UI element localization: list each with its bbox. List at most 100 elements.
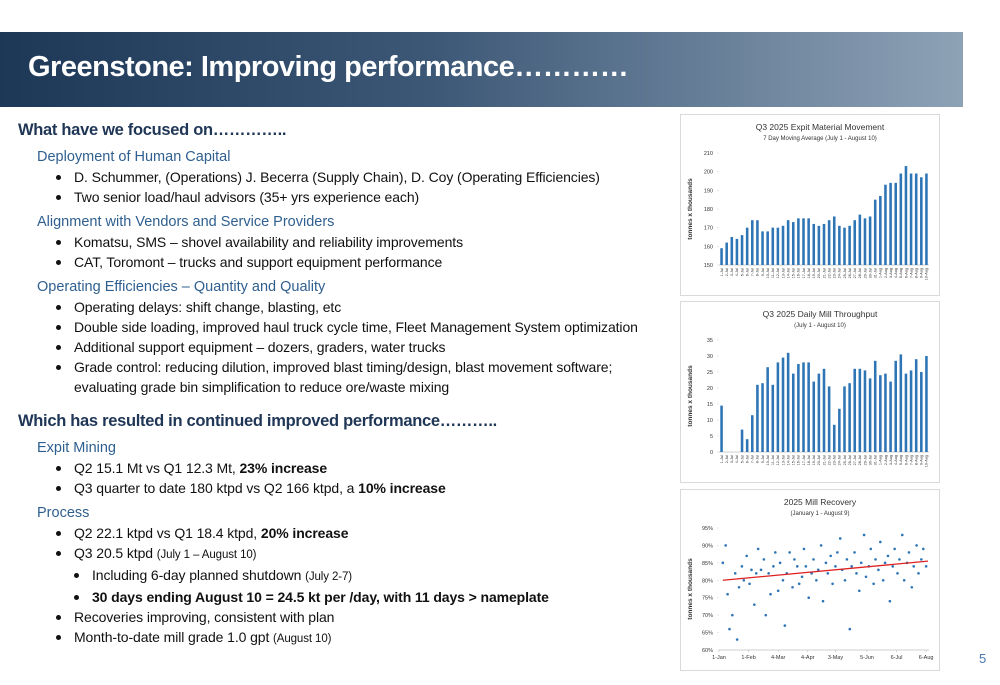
bar — [817, 373, 821, 452]
x-tick-label: 10-Aug — [925, 455, 929, 467]
bullet-dot — [56, 486, 61, 491]
scatter-point — [756, 547, 760, 551]
bullet-item: D. Schummer, (Operations) J. Becerra (Su… — [56, 167, 649, 187]
x-tick-label: 1-Jul — [720, 268, 724, 276]
chart-subtitle: 7 Day Moving Average (July 1 - August 10… — [763, 136, 877, 142]
bar — [838, 408, 841, 452]
y-tick-label: 210 — [704, 151, 713, 157]
bar — [914, 359, 918, 452]
bar — [797, 218, 800, 265]
x-tick-label: 3-Jul — [730, 455, 734, 463]
scatter-point — [764, 613, 768, 617]
x-tick-label: 11-Jul — [771, 455, 775, 465]
x-tick-label: 10-Jul — [766, 455, 770, 465]
scatter-point — [788, 551, 791, 554]
bar — [827, 386, 831, 452]
scatter-point — [735, 638, 739, 641]
scatter-point — [886, 554, 890, 558]
bar — [879, 195, 882, 265]
x-tick-label: 16-Jul — [797, 268, 801, 278]
x-tick-label: 30-Jul — [868, 268, 872, 278]
bar — [827, 220, 831, 265]
bar — [843, 227, 846, 265]
scatter-point — [831, 582, 834, 586]
scatter-point — [824, 561, 828, 565]
bullet-dot — [74, 595, 79, 600]
bar — [807, 218, 810, 265]
bar — [858, 214, 862, 265]
bullet-dot — [56, 240, 61, 245]
x-tick-label: 4-Apr — [801, 655, 815, 661]
bar — [853, 220, 857, 265]
bullet-item: Q2 22.1 ktpd vs Q1 18.4 ktpd, 20% increa… — [56, 523, 649, 543]
bar — [909, 173, 913, 265]
bar — [920, 372, 923, 452]
trendline — [722, 560, 929, 581]
scatter-point — [783, 624, 787, 627]
bar — [756, 220, 759, 265]
bullet-item: Month-to-date mill grade 1.0 gpt (August… — [56, 627, 649, 649]
y-axis-label: tonnes x thousands — [687, 558, 694, 620]
text-run: Q2 22.1 ktpd vs Q1 18.4 ktpd, — [74, 525, 261, 541]
x-tick-label: 5-Jun — [860, 655, 874, 661]
bar — [781, 357, 785, 452]
bar — [786, 220, 790, 265]
scatter-point — [800, 575, 804, 579]
x-tick-label: 19-Jul — [812, 268, 816, 278]
x-tick-label: 6-Aug — [919, 655, 934, 661]
x-tick-label: 31-Jul — [874, 455, 878, 465]
x-tick-label: 9-Aug — [920, 268, 924, 278]
bar — [751, 415, 754, 452]
section: What have we focused on………….. Deployment … — [18, 118, 658, 397]
scatter-point — [774, 551, 777, 554]
scatter-point — [733, 572, 737, 575]
bar — [740, 429, 744, 452]
x-tick-label: 5-Aug — [899, 268, 903, 278]
bar — [776, 227, 780, 265]
x-tick-label: 17-Jul — [802, 455, 806, 465]
bar — [751, 220, 754, 265]
x-tick-label: 28-Jul — [858, 455, 862, 465]
bullet-item: Q3 20.5 ktpd (July 1 – August 10) — [56, 543, 649, 565]
scatter-point — [838, 537, 842, 540]
slide-title: Greenstone: Improving performance………… — [28, 51, 629, 83]
bar — [730, 237, 734, 265]
bar — [791, 222, 795, 265]
text-run: 30 days ending August 10 = 24.5 kt per /… — [92, 589, 549, 605]
bar — [873, 360, 877, 452]
bar — [771, 384, 775, 452]
x-tick-label: 28-Jul — [858, 268, 862, 278]
x-tick-label: 20-Jul — [817, 455, 821, 465]
x-tick-label: 11-Jul — [771, 268, 775, 278]
bullet-item: Double side loading, improved haul truck… — [56, 317, 649, 337]
text-content: What have we focused on………….. Deployment … — [18, 118, 658, 649]
scatter-point — [877, 568, 880, 572]
scatter-point — [921, 547, 925, 551]
scatter-point — [778, 561, 782, 565]
bar — [925, 173, 928, 265]
bullet-dot — [56, 325, 61, 330]
scatter-point — [737, 585, 741, 589]
x-tick-label: 29-Jul — [863, 268, 867, 278]
x-tick-label: 5-Jul — [740, 268, 744, 276]
x-tick-label: 2-Jul — [725, 268, 729, 276]
bullet-item: Q2 15.1 Mt vs Q1 12.3 Mt, 23% increase — [56, 458, 649, 478]
scatter-point — [888, 599, 892, 603]
bullet-item: Operating delays: shift change, blasting… — [56, 297, 649, 317]
text-run: Q3 20.5 ktpd — [74, 545, 157, 561]
x-tick-label: 15-Jul — [792, 268, 796, 278]
scatter-point — [795, 565, 799, 568]
scatter-point — [893, 547, 896, 551]
bar — [817, 225, 821, 265]
y-tick-label: 95% — [702, 526, 713, 532]
bar — [786, 352, 790, 452]
x-tick-label: 9-Aug — [920, 455, 924, 465]
y-tick-label: 190 — [704, 188, 713, 194]
scatter-point — [879, 540, 882, 544]
chart-title: Q3 2025 Daily Mill Throughput — [763, 309, 878, 319]
y-tick-label: 170 — [704, 226, 713, 232]
bar — [791, 373, 795, 452]
x-tick-label: 25-Jul — [843, 455, 847, 465]
header-bar: Greenstone: Improving performance………… — [0, 32, 963, 107]
